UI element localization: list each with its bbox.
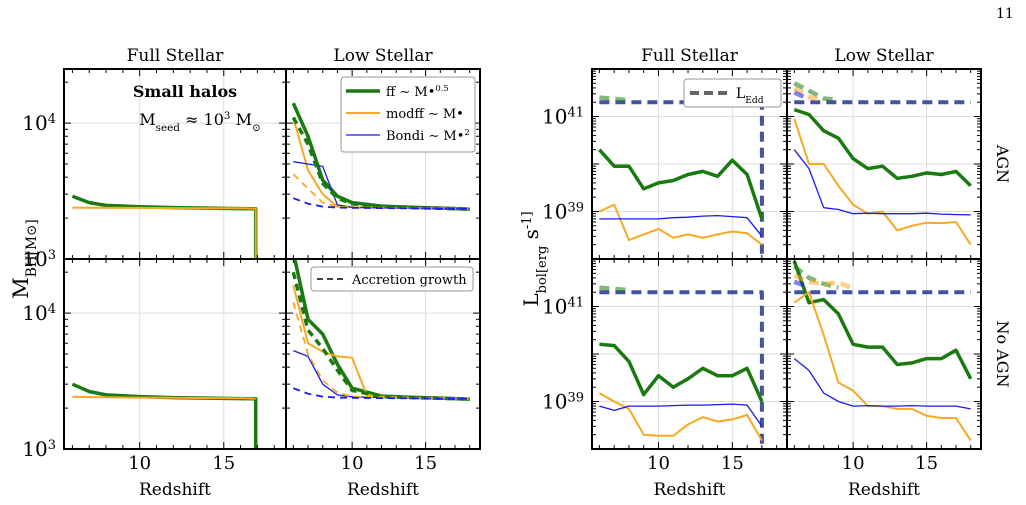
panel-4: [285, 258, 481, 450]
row-label: No AGN: [993, 320, 1012, 387]
y-tick-label: 1039: [542, 390, 584, 414]
series-bondi-edd: [793, 279, 810, 289]
y-tick-label: 103: [22, 247, 56, 271]
series-modff-edd: [793, 85, 825, 104]
series-ff-edd: [599, 95, 630, 103]
series-ff-dashed: [291, 116, 470, 211]
series-modff-edd: [793, 273, 854, 291]
panel-8: [786, 258, 982, 450]
panel-3: [63, 258, 287, 450]
annotation-title: Small halos: [133, 82, 237, 101]
row-label: AGN: [993, 144, 1012, 183]
series-ff-edd: [599, 285, 630, 293]
x-tick-label: 10: [128, 453, 151, 474]
y-tick-label: 1041: [542, 295, 584, 319]
y-tick-label: 104: [22, 111, 56, 135]
series-modff: [598, 392, 763, 442]
x-tick-label: 15: [414, 453, 437, 474]
x-tick-label: 15: [721, 453, 744, 474]
series-modff: [598, 203, 763, 246]
series-bondi-edd: [793, 90, 810, 102]
series-bondi: [793, 149, 971, 216]
series-modff-dashed: [292, 173, 470, 210]
series-ff: [71, 382, 258, 449]
series-group: [291, 102, 470, 211]
series-bondi: [599, 403, 763, 427]
annotation-seed: Mseed ≈ 103 M⊙: [139, 110, 260, 134]
series-modff: [72, 206, 257, 259]
series-group: [793, 81, 972, 246]
x-axis-label: Redshift: [347, 480, 419, 500]
legend-box: [340, 76, 476, 153]
series-bondi: [793, 358, 971, 410]
column-title: Full Stellar: [641, 46, 739, 66]
x-tick-label: 10: [647, 453, 670, 474]
series-group: [598, 285, 764, 449]
legend-box: [310, 266, 474, 292]
series-group: [598, 95, 764, 259]
series-ff: [792, 260, 973, 380]
series-modff: [793, 118, 972, 246]
legend-box: [683, 78, 782, 108]
series-ff: [793, 107, 972, 187]
series-ff-edd: [792, 264, 839, 290]
x-axis-label: Redshift: [139, 480, 211, 500]
y-tick-label: 1039: [542, 200, 584, 224]
x-tick-label: 10: [842, 453, 865, 474]
series-ff-edd: [793, 81, 839, 103]
y-axis-label: Lbol[erg s-1]: [519, 211, 550, 306]
legend-label-modff: modff ∼ M•: [386, 107, 464, 122]
series-modff: [793, 291, 972, 442]
series-ff: [598, 148, 764, 220]
y-tick-label: 1041: [542, 105, 584, 129]
series-edd: [599, 290, 764, 449]
series-group: [792, 260, 973, 442]
legend-label-bondi: Bondi ∼ M•2: [386, 127, 470, 144]
panel-7: [591, 258, 788, 450]
y-axis-label: MBH[M⊙]: [9, 219, 40, 299]
x-tick-label: 15: [915, 453, 938, 474]
column-title: Low Stellar: [333, 46, 433, 66]
legend-label-edd: LEdd: [736, 86, 764, 106]
series-group: [291, 259, 470, 401]
x-tick-label: 10: [341, 453, 364, 474]
legend-label-accretion: Accretion growth: [351, 273, 467, 288]
x-axis-label: Redshift: [654, 480, 726, 500]
series-ff: [71, 194, 258, 259]
series-group: [71, 382, 258, 449]
panel-frame: [63, 258, 287, 450]
y-tick-label: 104: [22, 301, 56, 325]
page-number: 11: [996, 6, 1014, 22]
series-bondi-dashed: [292, 387, 470, 400]
y-tick-label: 103: [22, 437, 56, 461]
series-ff-dashed: [291, 271, 470, 401]
series-ff: [599, 342, 764, 403]
legend-label-ff: ff ∼ M•0.5: [386, 83, 449, 100]
series-bondi: [599, 214, 763, 237]
panel-6: [786, 68, 982, 260]
column-title: Full Stellar: [127, 46, 225, 66]
series-group: [71, 194, 258, 259]
series-bondi-dashed: [292, 197, 470, 210]
column-title: Low Stellar: [834, 46, 934, 66]
series-modff: [72, 395, 256, 400]
x-tick-label: 15: [212, 453, 235, 474]
x-axis-label: Redshift: [848, 480, 920, 500]
